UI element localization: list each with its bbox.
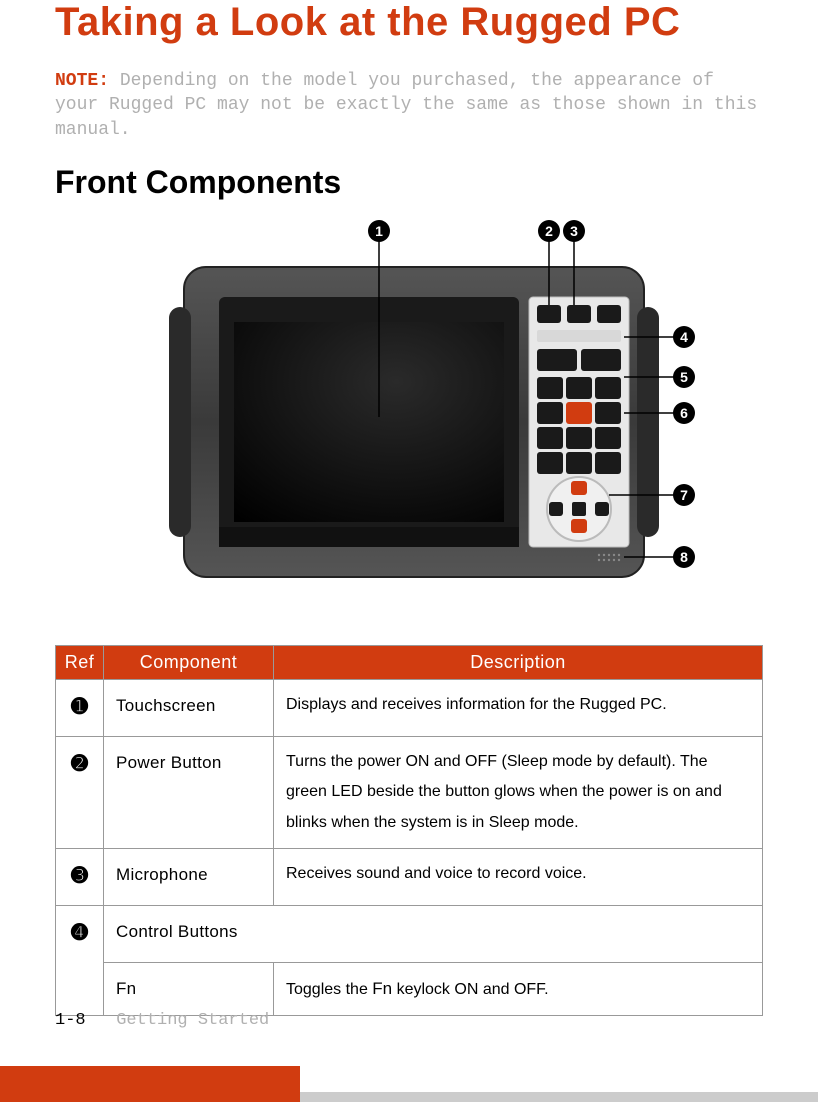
svg-text:2: 2: [545, 223, 553, 239]
table-row: ➊ Touchscreen Displays and receives info…: [56, 679, 763, 736]
footer-grey-block: [300, 1092, 818, 1102]
ref-cell-empty: [56, 962, 104, 1015]
device-diagram: 1 2 3 4 5 6 7 8: [55, 217, 763, 627]
component-cell: Control Buttons: [104, 906, 763, 963]
th-ref: Ref: [56, 645, 104, 679]
svg-text:5: 5: [680, 369, 688, 385]
footer-text: 1-8 Getting Started: [55, 1011, 269, 1030]
th-description: Description: [274, 645, 763, 679]
ref-cell: ➌: [56, 849, 104, 906]
footer-section: Getting Started: [116, 1011, 269, 1030]
svg-text:6: 6: [680, 405, 688, 421]
component-cell: Fn: [104, 962, 274, 1015]
svg-text:8: 8: [680, 549, 688, 565]
ref-cell: ➊: [56, 679, 104, 736]
svg-text:4: 4: [680, 329, 688, 345]
svg-text:3: 3: [570, 223, 578, 239]
description-cell: Toggles the Fn keylock ON and OFF.: [274, 962, 763, 1015]
component-cell: Power Button: [104, 736, 274, 848]
description-cell: Turns the power ON and OFF (Sleep mode b…: [274, 736, 763, 848]
component-cell: Microphone: [104, 849, 274, 906]
footer-bar: [0, 1066, 818, 1102]
description-cell: Receives sound and voice to record voice…: [274, 849, 763, 906]
note-block: NOTE: Depending on the model you purchas…: [55, 69, 763, 142]
ref-cell: ➋: [56, 736, 104, 848]
footer-red-block: [0, 1066, 300, 1102]
ref-cell: ➍: [56, 906, 104, 963]
section-title: Front Components: [55, 164, 763, 201]
note-label: NOTE:: [55, 71, 109, 91]
table-row: Fn Toggles the Fn keylock ON and OFF.: [56, 962, 763, 1015]
table-row: ➍ Control Buttons: [56, 906, 763, 963]
svg-text:1: 1: [375, 223, 383, 239]
footer-page-number: 1-8: [55, 1011, 86, 1030]
note-text: Depending on the model you purchased, th…: [55, 71, 757, 140]
component-cell: Touchscreen: [104, 679, 274, 736]
table-row: ➌ Microphone Receives sound and voice to…: [56, 849, 763, 906]
svg-text:7: 7: [680, 487, 688, 503]
description-cell: Displays and receives information for th…: [274, 679, 763, 736]
table-row: ➋ Power Button Turns the power ON and OF…: [56, 736, 763, 848]
th-component: Component: [104, 645, 274, 679]
main-title: Taking a Look at the Rugged PC: [55, 0, 763, 45]
components-table: Ref Component Description ➊ Touchscreen …: [55, 645, 763, 1016]
